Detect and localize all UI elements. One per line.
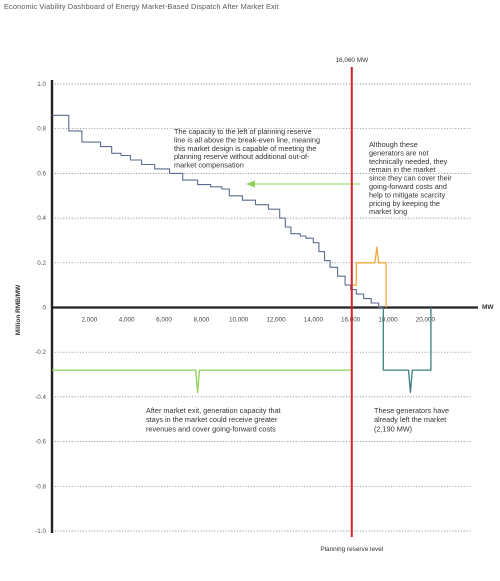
annotation-line: market compensation <box>174 161 244 170</box>
y-tick-label: 0.8 <box>37 126 46 133</box>
y-tick-label: 0.6 <box>37 170 46 177</box>
reserve-bottom-label: Planning reserve level <box>320 546 383 553</box>
annotation-line: stays in the market could receive greate… <box>146 415 278 424</box>
annotation-line: Although these <box>369 140 418 149</box>
y-tick-label: -0.8 <box>35 483 46 490</box>
x-tick-label: 10,000 <box>229 317 249 324</box>
annotation-line: remain in the market <box>369 165 436 174</box>
y-tick-label: -0.2 <box>35 349 46 356</box>
x-tick-label: 18,000 <box>378 317 398 324</box>
x-tick-label: 6,000 <box>156 317 172 324</box>
annotation-bottom-left: After market exit, generation capacity t… <box>146 406 281 433</box>
y-axis-label: Million RMB/MW <box>15 284 22 335</box>
y-tick-label: -1.0 <box>35 528 46 535</box>
annotation-line: pricing by keeping the <box>369 199 440 208</box>
annotation-line: already left the market <box>374 415 446 424</box>
annotation-line: help to mitigate scarcity <box>369 190 446 199</box>
x-tick-label: 2,000 <box>81 317 97 324</box>
annotation-line: line is all above the break-even line, m… <box>174 135 320 144</box>
annotation-line: revenues and cover going-forward costs <box>146 424 276 433</box>
y-tick-label: -0.6 <box>35 439 46 446</box>
series-layer <box>52 114 432 394</box>
y-tick-labels: 1.0 0.8 0.6 0.4 0.2 0 -0.2 -0.4 -0.6 -0.8 -1.0 <box>35 81 46 535</box>
x-tick-label: 4,000 <box>119 317 135 324</box>
annotation-line: These generators have <box>374 406 449 415</box>
x-tick-label: 8,000 <box>193 317 209 324</box>
arrow-layer <box>246 180 360 188</box>
chart-title: Economic Viability Dashboard of Energy M… <box>4 2 279 11</box>
annotation-left: The capacity to the left of planning res… <box>174 127 320 170</box>
y-tick-label: 1.0 <box>37 81 46 88</box>
annotation-line: market long <box>369 207 407 216</box>
x-axis-label: MW <box>482 304 494 311</box>
x-tick-label: 20,000 <box>416 317 436 324</box>
annotation-layer: The capacity to the left of planning res… <box>146 127 452 433</box>
grid-layer <box>52 83 472 532</box>
annotation-line: this market design is capable of meeting… <box>174 144 316 153</box>
annotation-line: technically needed, they <box>369 157 448 166</box>
annotation-line: going-forward costs and <box>369 182 447 191</box>
arrow-head <box>246 180 255 188</box>
annotation-line: planning reserve without additional out-… <box>174 152 310 161</box>
benefit-line-line <box>52 369 352 394</box>
annotation-line: generators are not <box>369 148 429 157</box>
x-tick-label: 14,000 <box>304 317 324 324</box>
y-tick-label: 0.2 <box>37 260 46 267</box>
x-tick-label: 12,000 <box>266 317 286 324</box>
y-tick-label: -0.4 <box>35 394 46 401</box>
annotation-line: since they can cover their <box>369 174 452 183</box>
x-tick-labels: 2,000 4,000 6,000 8,000 10,000 12,000 14,000 16… <box>81 317 435 324</box>
annotation-line: After market exit, generation capacity t… <box>146 406 281 415</box>
supply-curve-line <box>52 114 384 309</box>
exit-curve-line <box>382 307 432 394</box>
reserve-top-label: 16,060 MW <box>335 57 369 64</box>
y-tick-label: 0 <box>42 305 46 312</box>
annotation-line: (2,190 MW) <box>374 424 412 433</box>
annotation-line: The capacity to the left of planning res… <box>174 127 312 136</box>
y-tick-label: 0.4 <box>37 215 46 222</box>
mitigation-line-line <box>351 246 387 308</box>
